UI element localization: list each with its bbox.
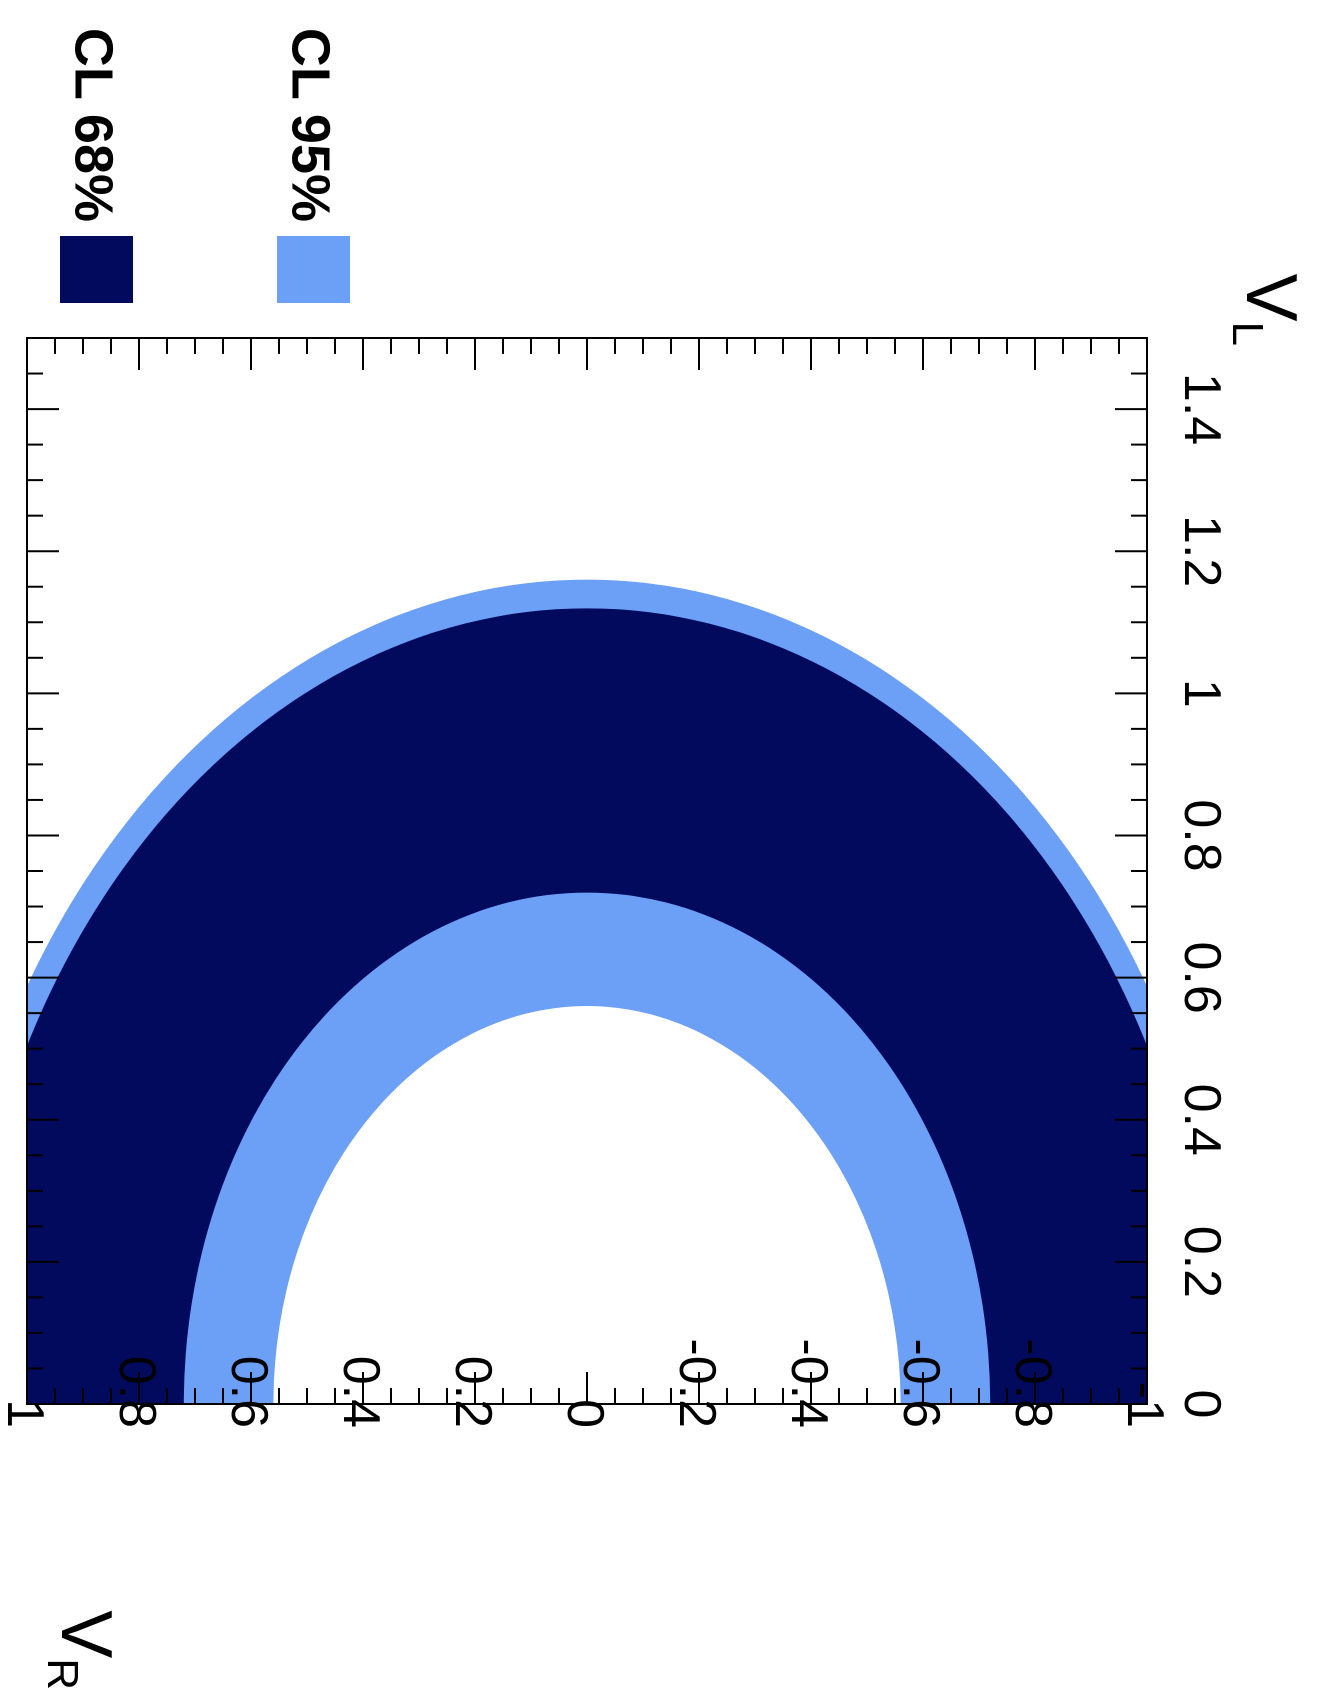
legend-label: CL 68% xyxy=(64,28,124,222)
y-tick-label: 0.4 xyxy=(332,1356,390,1428)
x-axis-title: VL xyxy=(1223,273,1311,346)
y-tick-label: -0.2 xyxy=(668,1338,726,1428)
y-tick-label: -0.4 xyxy=(780,1338,838,1428)
x-axis-title-sub: L xyxy=(1223,322,1272,346)
x-tick-label: 1 xyxy=(1173,679,1231,708)
x-tick-label: 0 xyxy=(1173,1390,1231,1419)
x-tick-label: 1.4 xyxy=(1173,373,1231,445)
y-axis-title-main: V xyxy=(46,1610,126,1658)
y-tick-label: -0.8 xyxy=(1004,1338,1062,1428)
y-tick-label: 0.2 xyxy=(444,1356,502,1428)
y-axis-title-sub: R xyxy=(38,1658,87,1690)
x-tick-label: 0.4 xyxy=(1173,1084,1231,1156)
x-tick-label: 0.8 xyxy=(1173,799,1231,871)
y-tick-label: 1 xyxy=(0,1399,54,1428)
y-tick-label: 0.6 xyxy=(220,1356,278,1428)
ticks xyxy=(26,337,1148,1405)
y-tick-label: 0.8 xyxy=(108,1356,166,1428)
x-tick-label: 0.6 xyxy=(1173,941,1231,1013)
legend-swatch xyxy=(277,236,350,303)
y-tick-label: -0.6 xyxy=(892,1338,950,1428)
y-tick-label: 0 xyxy=(556,1399,614,1428)
x-tick-label: 0.2 xyxy=(1173,1226,1231,1298)
legend: CL 68% CL 95% xyxy=(60,28,350,303)
band-68-cl xyxy=(27,608,1147,1404)
x-tick-label: 1.2 xyxy=(1173,515,1231,587)
legend-swatch xyxy=(60,236,133,303)
y-tick-label: -1 xyxy=(1116,1382,1174,1428)
confidence-bands xyxy=(27,579,1147,1404)
x-axis-title-main: V xyxy=(1231,273,1311,321)
legend-label: CL 95% xyxy=(281,28,341,222)
y-axis-title: VR xyxy=(38,1610,126,1690)
x-tick-labels: 0 0.2 0.4 0.6 0.8 1 1.2 1.4 xyxy=(1173,373,1231,1419)
y-tick-labels: 1 0.8 0.6 0.4 0.2 0 -0.2 -0.4 -0.6 -0.8 -1 xyxy=(0,1338,1174,1428)
